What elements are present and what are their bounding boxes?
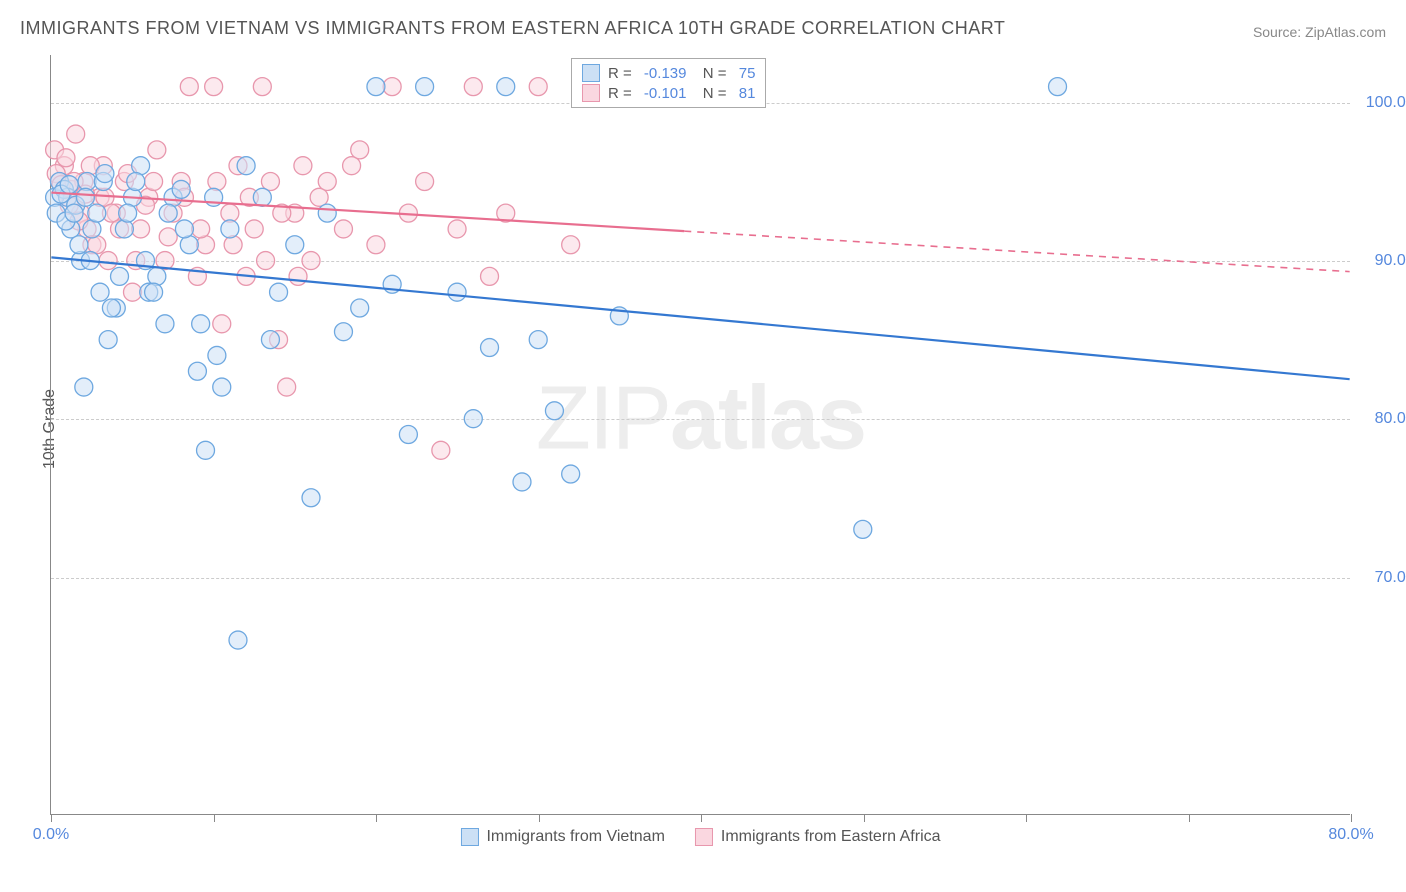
legend-n-label: N = xyxy=(694,65,726,82)
trend-line-dashed xyxy=(684,231,1349,272)
xtick xyxy=(539,814,540,822)
series-legend-item: Immigrants from Eastern Africa xyxy=(695,828,941,846)
xtick xyxy=(214,814,215,822)
xtick-label: 80.0% xyxy=(1328,826,1373,844)
legend-r-label: R = xyxy=(608,85,632,102)
xtick xyxy=(701,814,702,822)
legend-n-value: 81 xyxy=(735,85,756,102)
legend-n-label: N = xyxy=(694,85,726,102)
legend-r-label: R = xyxy=(608,65,632,82)
legend-r-value: -0.101 xyxy=(640,85,687,102)
ytick-label: 70.0% xyxy=(1375,569,1406,587)
chart-title: IMMIGRANTS FROM VIETNAM VS IMMIGRANTS FR… xyxy=(20,18,1005,39)
chart-plot-area: ZIPatlas 70.0%80.0%90.0%100.0% R = -0.13… xyxy=(50,55,1350,815)
trend-line-solid xyxy=(51,193,684,232)
correlation-legend-row: R = -0.101 N = 81 xyxy=(582,83,755,103)
xtick xyxy=(51,814,52,822)
source-link[interactable]: ZipAtlas.com xyxy=(1305,24,1386,40)
source-prefix: Source: xyxy=(1253,24,1305,40)
series-legend: Immigrants from Vietnam Immigrants from … xyxy=(460,828,940,846)
series-legend-label: Immigrants from Vietnam xyxy=(486,828,664,846)
ytick-label: 100.0% xyxy=(1366,94,1406,112)
legend-swatch xyxy=(695,828,713,846)
xtick xyxy=(376,814,377,822)
ytick-label: 90.0% xyxy=(1375,252,1406,270)
legend-r-value: -0.139 xyxy=(640,65,687,82)
legend-swatch xyxy=(582,64,600,82)
ytick-label: 80.0% xyxy=(1375,410,1406,428)
legend-swatch xyxy=(460,828,478,846)
xtick xyxy=(1351,814,1352,822)
trend-line xyxy=(51,257,1349,379)
series-legend-item: Immigrants from Vietnam xyxy=(460,828,664,846)
correlation-legend-row: R = -0.139 N = 75 xyxy=(582,63,755,83)
xtick xyxy=(1189,814,1190,822)
xtick xyxy=(1026,814,1027,822)
series-legend-label: Immigrants from Eastern Africa xyxy=(721,828,941,846)
legend-swatch xyxy=(582,84,600,102)
xtick xyxy=(864,814,865,822)
source-attribution: Source: ZipAtlas.com xyxy=(1253,24,1386,40)
xtick-label: 0.0% xyxy=(33,826,69,844)
correlation-legend: R = -0.139 N = 75 R = -0.101 N = 81 xyxy=(571,58,766,108)
legend-n-value: 75 xyxy=(735,65,756,82)
trendline-layer xyxy=(51,55,1350,814)
